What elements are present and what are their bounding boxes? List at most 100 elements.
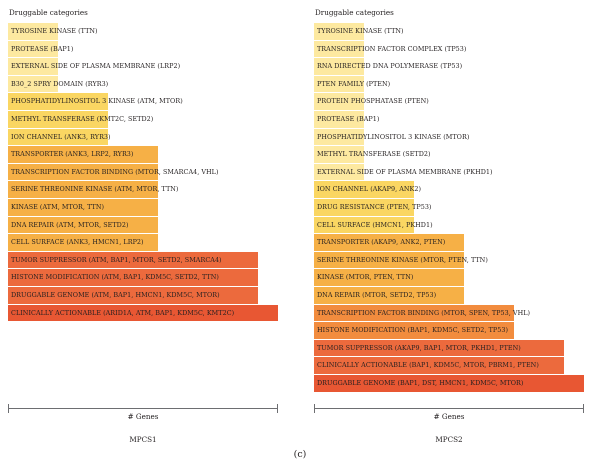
bar-row: TRANSCRIPTION FACTOR BINDING (MTOR, SPEN… [314,304,584,322]
x-axis-line [314,408,584,409]
bar-label: DNA REPAIR (ATM, MTOR, SETD2) [11,220,129,229]
bar-label: DNA REPAIR (MTOR, SETD2, TP53) [317,291,437,299]
bar-row: PHOSPHATIDYLINOSITOL 3 KINASE (ATM, MTOR… [8,93,278,110]
bar-label: PHOSPHATIDYLINOSITOL 3 KINASE (ATM, MTOR… [11,97,183,106]
bar [314,251,464,269]
bar-row: ION CHANNEL (AKAP9, ANK2) [314,181,584,198]
bar-row: PROTEASE (BAP1) [8,40,278,58]
bar-row: CLINICALLY ACTIONABLE (BAP1, KDM5C, MTOR… [314,357,584,374]
panel-name: MPCS1 [129,435,157,444]
bar-label: TRANSCRIPTION FACTOR BINDING (MTOR, SPEN… [317,308,531,317]
bar [314,375,584,392]
bar [314,58,364,75]
bar [8,234,158,251]
bar [8,23,58,40]
bar-label: METHYL TRANSFERASE (SETD2) [317,150,431,159]
bar-label: CLINICALLY ACTIONABLE (BAP1, KDM5C, MTOR… [317,361,539,370]
bar-row: DNA REPAIR (ATM, MTOR, SETD2) [8,216,278,234]
bar [314,234,464,251]
bar-row: TRANSCRIPTION FACTOR BINDING (MTOR, SMAR… [8,163,278,181]
bar [314,146,364,163]
chart-title: Druggable categories [315,8,394,17]
bar [8,40,58,58]
bar-label: CLINICALLY ACTIONABLE (ARID1A, ATM, BAP1… [11,308,235,317]
bar-row: TYROSINE KINASE (TTN) [8,23,278,40]
bar-label: KINASE (MTOR, PTEN, TTN) [317,273,414,282]
bar [8,181,158,198]
bar-label: TYROSINE KINASE (TTN) [11,27,98,35]
bar-row: EXTERNAL SIDE OF PLASMA MEMBRANE (LRP2) [8,58,278,75]
bar-row: DNA REPAIR (MTOR, SETD2, TP53) [314,287,584,304]
bar-label: ION CHANNEL (AKAP9, ANK2) [317,185,422,194]
bar-row: SERINE THREONINE KINASE (MTOR, PTEN, TTN… [314,251,584,269]
bar [8,128,108,146]
bar-row: SERINE THREONINE KINASE (ATM, MTOR, TTN) [8,181,278,198]
x-axis-tick-left [8,404,9,413]
bar [314,199,414,216]
bar [314,357,564,374]
bar-row: ION CHANNEL (ANK3, RYR3) [8,128,278,146]
bar-row: TYROSINE KINASE (TTN) [314,23,584,40]
x-axis-label: # Genes [127,412,159,421]
bar [8,58,58,75]
bar-row: CLINICALLY ACTIONABLE (ARID1A, ATM, BAP1… [8,304,278,322]
bar [314,23,364,40]
bar [8,111,108,128]
bar-row: DRUGGABLE GENOME (ATM, BAP1, HMCN1, KDM5… [8,287,278,304]
bar-row: TRANSPORTER (AKAP9, ANK2, PTEN) [314,234,584,251]
x-axis-tick-left [314,404,315,413]
bar-row: B30_2 SPRY DOMAIN (RYR3) [8,75,278,93]
bar [8,287,258,304]
bar-row: DRUGGABLE GENOME (BAP1, DST, HMCN1, KDM5… [314,375,584,392]
bar-row: TUMOR SUPPRESSOR (AKAP9, BAP1, MTOR, PKH… [314,339,584,357]
bar-label: TRANSPORTER (AKAP9, ANK2, PTEN) [317,238,446,247]
bar [314,181,414,198]
bar-row: PROTEIN PHOSPHATASE (PTEN) [314,93,584,110]
bar [8,269,258,286]
bar-label: METHYL TRANSFERASE (KMT2C, SETD2) [11,115,154,123]
chart-title: Druggable categories [9,8,88,17]
bar-label: TRANSCRIPTION FACTOR COMPLEX (TP53) [317,44,467,53]
bar-label: DRUGGABLE GENOME (ATM, BAP1, HMCN1, KDM5… [11,291,220,299]
bar [8,251,258,269]
bar [8,304,278,322]
bar-label: TUMOR SUPPRESSOR (AKAP9, BAP1, MTOR, PKH… [317,343,521,352]
bar-row: PTEN FAMILY (PTEN) [314,75,584,93]
bar-label: ION CHANNEL (ANK3, RYR3) [11,132,111,141]
bar-label: DRUG RESISTANCE (PTEN, TP53) [317,203,432,211]
bar-label: EXTERNAL SIDE OF PLASMA MEMBRANE (LRP2) [11,62,181,71]
bar-row: PROTEASE (BAP1) [314,111,584,128]
bar-row: TUMOR SUPPRESSOR (ATM, BAP1, MTOR, SETD2… [8,251,278,269]
bar-row: KINASE (MTOR, PTEN, TTN) [314,269,584,286]
bar-row: PHOSPHATIDYLINOSITOL 3 KINASE (MTOR) [314,128,584,146]
bar [8,93,108,110]
bar-label: DRUGGABLE GENOME (BAP1, DST, HMCN1, KDM5… [317,379,524,387]
bar-row: CELL SURFACE (HMCN1, PKHD1) [314,216,584,234]
bar-row: METHYL TRANSFERASE (KMT2C, SETD2) [8,111,278,128]
bar [314,322,514,339]
bar-row: EXTERNAL SIDE OF PLASMA MEMBRANE (PKHD1) [314,163,584,181]
bar [314,111,364,128]
bar-row: KINASE (ATM, MTOR, TTN) [8,199,278,216]
bar [8,216,158,234]
bar [314,40,364,58]
bar-label: CELL SURFACE (HMCN1, PKHD1) [317,220,433,229]
panel-name: MPCS2 [435,435,463,444]
bar [314,163,364,181]
x-axis-tick-right [583,404,584,413]
bar [314,304,514,322]
bar-label: TRANSCRIPTION FACTOR BINDING (MTOR, SMAR… [11,167,219,176]
bar-label: TYROSINE KINASE (TTN) [317,27,404,35]
figure-label: (c) [293,449,307,460]
bar-label: RNA DIRECTED DNA POLYMERASE (TP53) [317,62,463,71]
bar [314,269,464,286]
bar [8,146,158,163]
bar-label: KINASE (ATM, MTOR, TTN) [11,203,105,211]
bar-row: DRUG RESISTANCE (PTEN, TP53) [314,199,584,216]
bar [314,216,414,234]
bar [314,287,464,304]
bar-label: CELL SURFACE (ANK3, HMCN1, LRP2) [11,238,144,247]
bar-label: SERINE THREONINE KINASE (ATM, MTOR, TTN) [11,185,179,194]
bar [8,75,58,93]
bar-row: HISTONE MODIFICATION (BAP1, KDM5C, SETD2… [314,322,584,339]
